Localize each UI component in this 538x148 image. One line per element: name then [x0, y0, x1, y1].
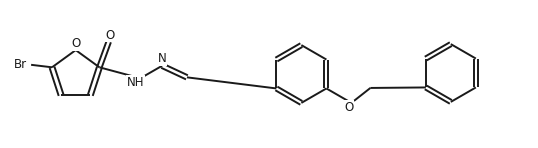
Text: Br: Br — [13, 58, 27, 71]
Text: N: N — [158, 52, 166, 65]
Text: O: O — [344, 101, 353, 114]
Text: NH: NH — [127, 76, 144, 89]
Text: O: O — [71, 37, 80, 50]
Text: O: O — [105, 29, 115, 42]
